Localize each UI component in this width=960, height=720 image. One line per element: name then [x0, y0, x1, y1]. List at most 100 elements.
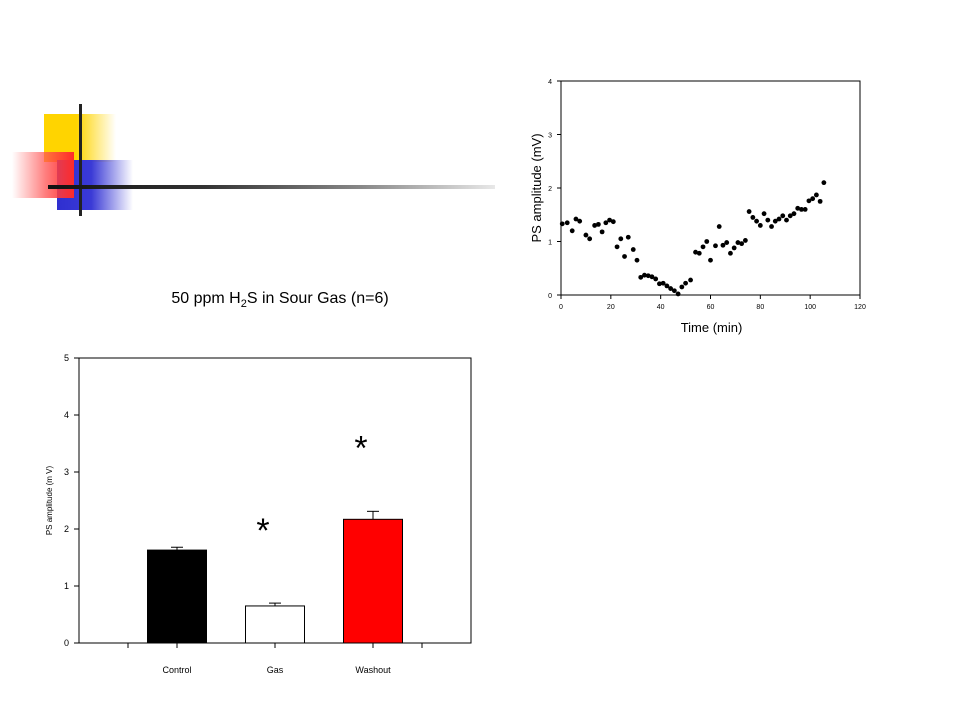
scatter-point: [577, 218, 583, 224]
scatter-point: [739, 241, 745, 247]
scatter-point: [675, 291, 681, 297]
scatter-x-axis-label: Time (min): [681, 320, 743, 335]
bar-y-tick-label: 5: [64, 353, 69, 363]
scatter-y-tick-label: 4: [548, 79, 552, 86]
scatter-point: [595, 221, 601, 227]
scatter-point: [761, 211, 767, 217]
scatter-point: [634, 257, 640, 263]
bar-x-tick-label: Washout: [355, 665, 391, 675]
scatter-point: [780, 213, 786, 219]
decor-vertical-line: [79, 104, 82, 216]
bar-y-tick-label: 0: [64, 638, 69, 648]
scatter-point: [614, 244, 620, 250]
scatter-point: [559, 221, 565, 227]
scatter-point: [610, 219, 616, 225]
bar-washout: [343, 518, 403, 644]
bar-control: [147, 549, 207, 644]
scatter-point: [671, 288, 677, 294]
scatter-point: [724, 240, 730, 245]
scatter-point: [607, 217, 612, 223]
scatter-point: [772, 218, 778, 224]
scatter-point: [668, 286, 674, 291]
bar-chart-title: 50 ppm H2S in Sour Gas (n=6): [0, 290, 560, 310]
scatter-point: [645, 273, 651, 279]
scatter-point: [728, 250, 733, 256]
significance-asterisk: *: [256, 512, 269, 550]
scatter-point: [587, 236, 593, 242]
scatter-point: [787, 213, 793, 219]
scatter-point: [649, 274, 655, 280]
scatter-point: [795, 205, 801, 211]
scatter-point: [810, 196, 816, 202]
scatter-point: [700, 244, 706, 250]
scatter-point: [713, 243, 718, 249]
scatter-point: [817, 198, 823, 204]
scatter-point: [653, 276, 659, 282]
scatter-point: [799, 207, 804, 212]
scatter-point: [642, 272, 647, 278]
scatter-point: [657, 281, 662, 287]
scatter-x-tick-label: 100: [804, 304, 816, 311]
scatter-point: [813, 192, 819, 198]
scatter-point: [592, 223, 598, 228]
scatter-point: [735, 240, 741, 245]
scatter-y-tick-label: 1: [548, 240, 552, 247]
scatter-point: [757, 223, 763, 228]
scatter-y-tick-label: 2: [548, 186, 552, 193]
scatter-point: [742, 238, 748, 243]
scatter-x-tick-label: 0: [559, 304, 563, 311]
bar-gas: [245, 605, 305, 644]
decor-red-square: [12, 152, 74, 198]
bar-title-main: 50 ppm H: [171, 290, 241, 307]
scatter-point: [625, 234, 631, 240]
scatter-point: [750, 215, 756, 220]
scatter-point: [696, 250, 702, 256]
scatter-x-tick-label: 40: [657, 304, 665, 311]
bar-y-tick-label: 1: [64, 581, 69, 591]
scatter-point: [573, 216, 579, 222]
scatter-point: [802, 207, 808, 212]
bar-plot-frame: [78, 357, 472, 644]
scatter-point: [630, 247, 636, 252]
scatter-point: [806, 198, 812, 204]
scatter-point: [618, 236, 624, 242]
scatter-point: [603, 220, 609, 226]
scatter-point: [746, 209, 752, 214]
significance-asterisk: *: [354, 430, 367, 468]
scatter-point: [716, 224, 722, 229]
scatter-x-tick-label: 60: [707, 304, 715, 311]
scatter-point: [599, 229, 605, 235]
scatter-point: [583, 232, 589, 238]
scatter-x-tick-label: 20: [607, 304, 615, 311]
scatter-point: [769, 224, 774, 229]
bar-x-tick-label: Control: [162, 665, 191, 675]
scatter-point: [638, 274, 644, 280]
scatter-point: [683, 280, 688, 286]
scatter-point: [622, 254, 627, 259]
scatter-point: [791, 211, 797, 217]
scatter-point: [784, 217, 789, 223]
scatter-point: [720, 242, 726, 248]
scatter-point: [693, 249, 698, 255]
bar-y-tick-label: 2: [64, 524, 69, 534]
scatter-point: [776, 216, 782, 222]
scatter-x-tick-label: 80: [756, 304, 764, 311]
scatter-y-tick-label: 3: [548, 133, 552, 140]
scatter-y-tick-label: 0: [548, 293, 552, 300]
scatter-point: [731, 245, 737, 251]
bar-title-rest: S in Sour Gas (n=6): [246, 290, 389, 307]
scatter-point: [708, 257, 713, 263]
bar-y-axis-label: PS amplitude (m V): [45, 465, 54, 535]
scatter-point: [688, 277, 693, 283]
bar-x-tick-label: Gas: [267, 665, 284, 675]
scatter-point: [569, 228, 575, 234]
scatter-point: [564, 220, 570, 226]
scatter-point: [704, 239, 710, 244]
bar-y-tick-label: 3: [64, 467, 69, 477]
scatter-point: [660, 280, 666, 286]
scatter-point: [754, 218, 759, 224]
slide-decoration: [0, 0, 520, 230]
scatter-point: [664, 283, 670, 289]
bar-title-subscript: 2: [240, 298, 247, 311]
